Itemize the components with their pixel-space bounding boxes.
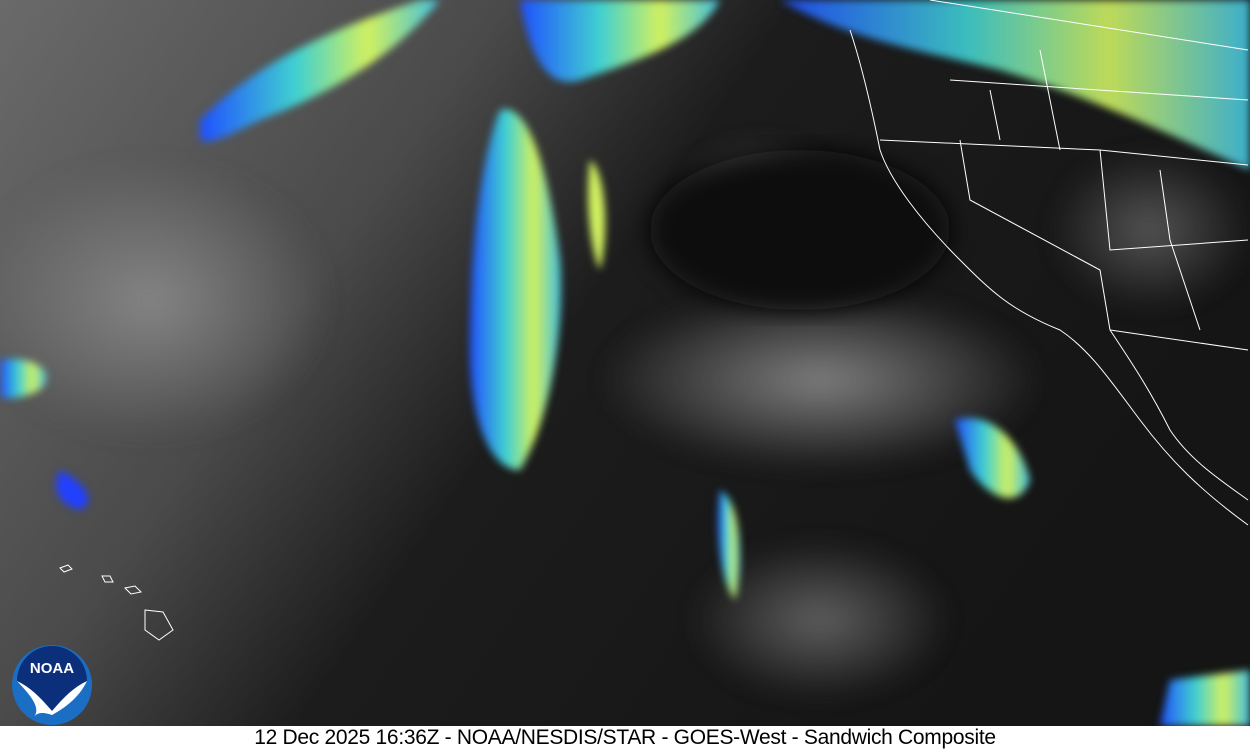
noaa-logo-icon: NOAA: [12, 645, 92, 725]
gray-cloud-fields: [0, 140, 1250, 700]
hawaiian-islands: [59, 564, 174, 641]
state-and-coast-borders: [849, 0, 1249, 526]
image-caption: 12 Dec 2025 16:36Z - NOAA/NESDIS/STAR - …: [254, 726, 996, 749]
cold-cloud-tops: [0, 0, 1250, 726]
svg-text:NOAA: NOAA: [30, 660, 74, 677]
noaa-logo: NOAA: [12, 645, 92, 725]
dry-slot: [650, 150, 950, 310]
satellite-imagery: [0, 0, 1250, 726]
